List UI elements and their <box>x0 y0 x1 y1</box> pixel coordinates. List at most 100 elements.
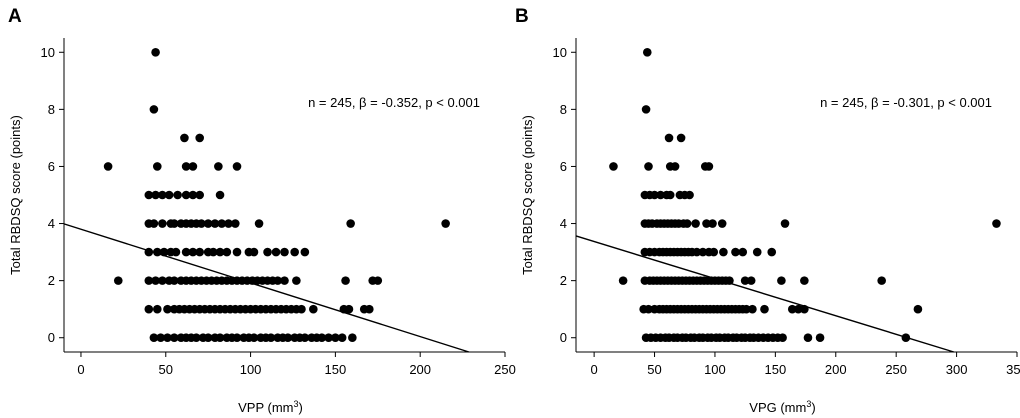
data-point <box>152 247 162 257</box>
data-point <box>163 304 172 314</box>
x-tick-label: 250 <box>494 362 516 377</box>
data-point <box>152 162 162 171</box>
data-point <box>317 333 327 343</box>
y-tick-label: 6 <box>560 159 567 174</box>
data-point <box>180 133 189 143</box>
data-point <box>609 162 618 171</box>
y-tick-label: 8 <box>48 102 55 117</box>
data-point <box>203 333 213 343</box>
data-point <box>324 333 333 343</box>
data-point <box>642 47 652 57</box>
data-point <box>152 304 162 314</box>
data-point <box>794 304 803 314</box>
data-point <box>249 247 259 257</box>
data-point <box>215 247 225 257</box>
data-point <box>214 162 223 171</box>
regression-line <box>575 235 955 353</box>
data-point <box>149 105 159 114</box>
data-point <box>682 219 692 228</box>
x-axis-title-sup: 3 <box>294 399 299 409</box>
data-point <box>273 276 283 285</box>
data-point <box>644 304 653 314</box>
data-point <box>901 333 911 343</box>
data-point <box>232 247 242 257</box>
data-point <box>173 190 182 200</box>
data-point <box>691 219 700 228</box>
data-point <box>297 304 306 314</box>
data-point <box>169 333 179 343</box>
data-point <box>731 247 740 257</box>
data-point <box>181 162 191 171</box>
data-point <box>698 247 708 257</box>
data-point <box>151 276 160 285</box>
data-point <box>777 276 786 285</box>
data-point <box>780 219 790 228</box>
data-point <box>181 190 191 200</box>
data-point <box>210 219 220 228</box>
y-tick-label: 10 <box>553 45 567 60</box>
data-point <box>197 219 206 228</box>
data-point <box>815 333 825 343</box>
data-point <box>742 304 751 314</box>
data-point <box>913 304 923 314</box>
data-point <box>188 247 198 257</box>
x-axis-title-sup: 3 <box>806 399 811 409</box>
data-point <box>309 304 318 314</box>
data-point <box>158 190 167 200</box>
data-point <box>877 276 886 285</box>
panel-b: B0246810050100150200250300350VPG (mm3)To… <box>515 6 1020 415</box>
data-point <box>113 276 123 285</box>
data-point <box>752 247 762 257</box>
data-point <box>144 304 154 314</box>
data-point <box>717 219 727 228</box>
x-axis-title-tail: ) <box>811 400 815 415</box>
data-point <box>292 276 301 285</box>
data-point <box>702 219 711 228</box>
data-point <box>263 247 272 257</box>
y-tick-label: 2 <box>48 273 55 288</box>
data-point <box>441 219 450 228</box>
data-point <box>249 333 259 343</box>
data-point <box>188 162 198 171</box>
data-point <box>725 276 734 285</box>
data-point <box>767 247 777 257</box>
y-tick-label: 0 <box>48 330 55 345</box>
data-point <box>169 219 179 228</box>
x-axis-title-main: VPP (mm <box>238 400 293 415</box>
data-point <box>676 133 686 143</box>
x-tick-label: 250 <box>885 362 907 377</box>
data-point <box>159 247 169 257</box>
data-point <box>181 247 191 257</box>
x-tick-label: 300 <box>946 362 968 377</box>
y-tick-label: 10 <box>41 45 55 60</box>
data-point <box>208 247 218 257</box>
data-point <box>192 333 201 343</box>
x-tick-label: 350 <box>1006 362 1020 377</box>
data-point <box>344 304 354 314</box>
x-tick-label: 150 <box>325 362 347 377</box>
data-point <box>144 190 154 200</box>
data-point <box>331 333 340 343</box>
data-point <box>800 304 809 314</box>
data-point <box>685 190 694 200</box>
data-point <box>373 276 383 285</box>
data-point <box>103 162 113 171</box>
x-axis-title-main: VPG (mm <box>749 400 806 415</box>
data-point <box>787 304 797 314</box>
data-point <box>365 304 374 314</box>
x-tick-label: 0 <box>77 362 84 377</box>
data-point <box>283 333 293 343</box>
data-point <box>232 333 242 343</box>
data-point <box>195 190 204 200</box>
data-point <box>222 247 232 257</box>
data-point <box>746 276 756 285</box>
data-point <box>692 247 702 257</box>
data-point <box>803 333 813 343</box>
data-point <box>158 219 167 228</box>
y-tick-label: 0 <box>560 330 567 345</box>
data-point <box>163 333 172 343</box>
data-point <box>169 276 179 285</box>
data-point <box>149 333 159 343</box>
data-point <box>644 162 653 171</box>
